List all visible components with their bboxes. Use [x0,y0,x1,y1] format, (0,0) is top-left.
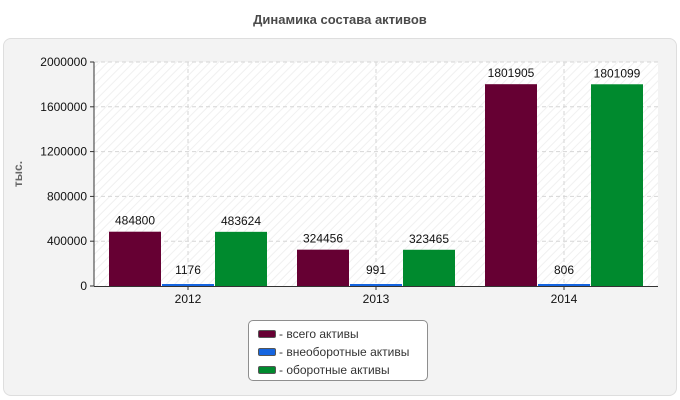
bar [403,249,455,286]
legend-swatch-current [258,366,276,374]
data-label: 483624 [221,214,261,228]
legend-swatch-total [258,330,276,338]
legend-label-noncurrent: - внеоборотные активы [279,345,410,359]
y-tick-label: 2000000 [40,55,87,69]
data-label: 484800 [115,214,155,228]
y-tick-label: 400000 [47,234,87,248]
bar [538,284,590,286]
data-label: 806 [554,263,574,277]
legend-item-noncurrent: - внеоборотные активы [258,343,427,361]
x-tick-label: 2014 [551,292,578,306]
legend-item-total: - всего активы [258,325,427,343]
bar [215,231,267,286]
data-label: 324456 [303,232,343,246]
bar [485,84,537,286]
bar [297,249,349,286]
legend: - всего активы - внеоборотные активы - о… [248,320,428,381]
data-label: 323465 [409,232,449,246]
y-tick-label: 1200000 [40,145,87,159]
bar [109,231,161,286]
legend-item-current: - оборотные активы [258,361,427,379]
data-label: 991 [366,263,386,277]
data-label: 1176 [175,263,201,277]
data-label: 1801099 [594,66,641,80]
x-tick-label: 2012 [175,292,202,306]
legend-label-total: - всего активы [279,327,359,341]
bar [162,284,214,286]
y-tick-label: 0 [80,279,87,293]
y-tick-label: 800000 [47,189,87,203]
y-axis-label: тыс. [11,161,25,187]
data-label: 1801905 [488,66,535,80]
legend-label-current: - оборотные активы [279,363,390,377]
legend-swatch-noncurrent [258,348,276,356]
x-tick-label: 2013 [363,292,390,306]
chart-title: Динамика состава активов [253,12,427,27]
bar [350,284,402,286]
y-tick-label: 1600000 [40,100,87,114]
bar [591,84,643,286]
